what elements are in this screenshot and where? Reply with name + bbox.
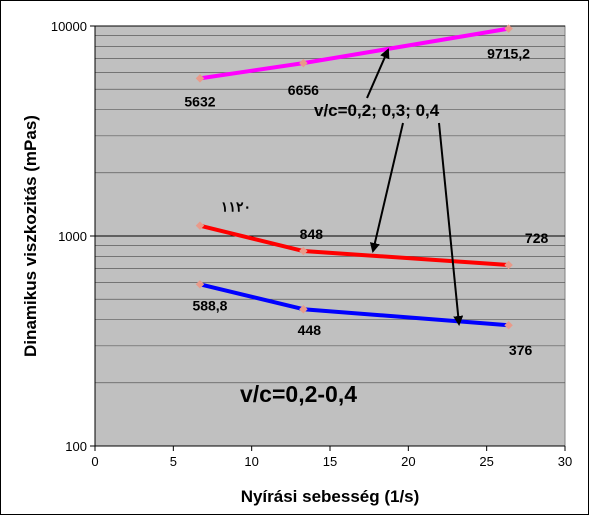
data-label: 848 — [300, 226, 324, 242]
arrow-to-magenta-line — [366, 48, 390, 99]
y-tick-label: 100 — [65, 439, 87, 454]
data-point — [299, 246, 308, 256]
x-tick-label: 15 — [323, 454, 337, 469]
y-axis-title: Dinamikus viszkozitás (mPas) — [21, 115, 40, 357]
x-tick-label: 25 — [479, 454, 493, 469]
data-label: 376 — [509, 342, 533, 358]
arrow-to-blue-line — [438, 122, 464, 326]
x-tick-label: 5 — [170, 454, 177, 469]
arrow-to-red-line — [369, 122, 404, 253]
data-label: 5632 — [184, 93, 215, 109]
data-label: ١١٢٠ — [221, 199, 251, 215]
data-label: 6656 — [288, 82, 319, 98]
annotation-vc-values: v/c=0,2; 0,3; 0,4 — [314, 101, 440, 120]
axes: 0 5 10 15 20 25 30 100 1000 10000 — [51, 19, 572, 469]
data-label: 728 — [525, 230, 549, 246]
annotation-vc-range: v/c=0,2-0,4 — [240, 381, 357, 407]
data-point — [299, 58, 308, 68]
x-axis-title: Nyírási sebesség (1/s) — [241, 487, 420, 506]
data-point — [195, 221, 205, 230]
data-point — [299, 304, 308, 314]
x-tick-label: 20 — [401, 454, 415, 469]
series — [195, 24, 513, 330]
y-tick-label: 10000 — [51, 19, 87, 34]
data-label: 9715,2 — [487, 46, 530, 62]
x-tick-label: 0 — [91, 454, 98, 469]
x-tick-label: 10 — [244, 454, 258, 469]
data-point — [195, 280, 205, 289]
data-label: 448 — [298, 322, 322, 338]
x-tick-label: 30 — [558, 454, 572, 469]
data-labels: 5632 6656 9715,2 ١١٢٠ 848 728 588,8 448 376 — [184, 46, 548, 359]
data-label: 588,8 — [192, 297, 227, 313]
data-point — [504, 260, 513, 270]
y-tick-label: 1000 — [58, 229, 87, 244]
data-point — [504, 320, 513, 330]
data-point — [195, 74, 205, 83]
grid — [95, 25, 565, 447]
data-point — [504, 24, 513, 33]
